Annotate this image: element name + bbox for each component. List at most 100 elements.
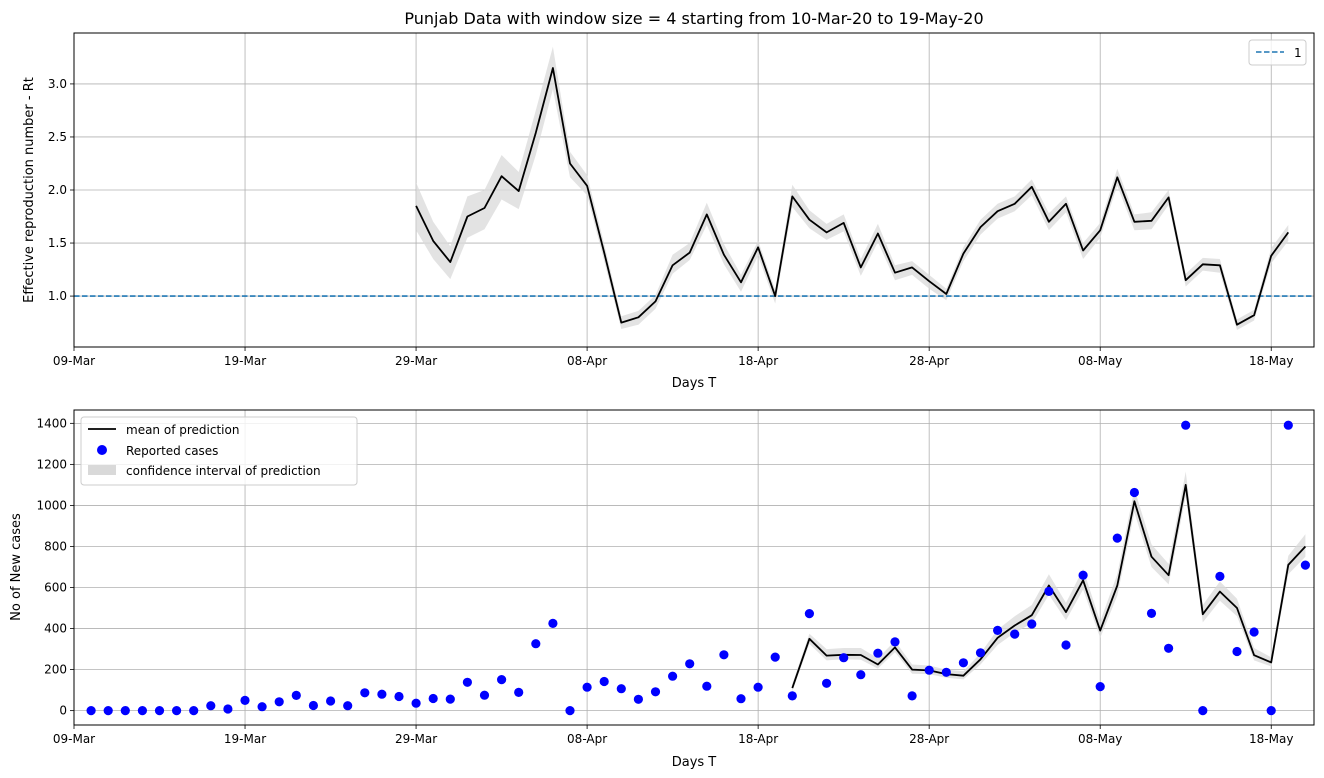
reported-case-point xyxy=(1010,629,1020,639)
reported-case-point xyxy=(839,653,849,663)
reported-case-point xyxy=(668,671,678,681)
x-tick-label: 19-Mar xyxy=(224,354,266,368)
reported-case-point xyxy=(86,706,96,716)
rt-chart-title: Punjab Data with window size = 4 startin… xyxy=(404,9,983,28)
reported-case-point xyxy=(616,684,626,694)
cases-chart-frame xyxy=(73,409,1315,726)
y-tick-label: 400 xyxy=(44,622,67,636)
cases-chart: 09-Mar 19-Mar 29-Mar 08-Apr 18-Apr 28-Apr 08-M… xyxy=(9,409,1315,770)
reported-case-point xyxy=(719,650,729,660)
reported-case-point xyxy=(308,700,318,711)
reported-case-point xyxy=(1044,586,1054,597)
reported-case-point xyxy=(770,652,780,662)
reported-case-point xyxy=(633,694,644,704)
reported-case-point xyxy=(497,675,507,685)
reported-case-point xyxy=(975,648,986,658)
y-tick-label: 2.5 xyxy=(48,130,67,144)
y-tick-label: 1200 xyxy=(36,457,67,471)
reported-case-point xyxy=(685,659,695,669)
reported-case-point xyxy=(993,625,1003,636)
reported-case-point xyxy=(582,682,592,692)
y-tick-label: 800 xyxy=(44,539,67,553)
mean-series-line xyxy=(791,483,1307,689)
reported-case-point xyxy=(394,691,404,702)
reported-case-point xyxy=(650,687,661,697)
reported-case-point xyxy=(804,609,815,619)
legend-ci-swatch xyxy=(88,465,116,475)
y-tick-label: 600 xyxy=(44,581,67,595)
rt-x-ticks: 09-Mar 19-Mar 29-Mar 08-Apr 18-Apr 28-Apr 08-M… xyxy=(53,347,1293,368)
reported-case-point xyxy=(1215,571,1225,582)
y-tick-label: 3.0 xyxy=(48,77,67,91)
cases-x-ticks: 09-Mar 19-Mar 29-Mar 08-Apr 18-Apr 28-Apr 08-M… xyxy=(53,725,1293,746)
reported-cases-points xyxy=(86,420,1310,716)
reported-case-point xyxy=(907,691,917,701)
y-tick-label: 1.0 xyxy=(48,289,67,303)
reported-case-point xyxy=(856,670,866,680)
cases-y-axis-label: No of New cases xyxy=(9,513,24,621)
reported-case-point xyxy=(274,697,284,707)
reported-case-point xyxy=(1112,533,1122,543)
reported-case-point xyxy=(360,688,370,698)
rt-y-ticks: 1.0 1.5 2.0 2.5 3.0 xyxy=(48,77,74,303)
rt-legend-label: 1 xyxy=(1294,46,1302,60)
reported-case-point xyxy=(1146,608,1157,619)
x-tick-label: 18-May xyxy=(1249,354,1293,368)
reported-case-point xyxy=(137,706,147,716)
reported-case-point xyxy=(172,706,182,716)
reported-case-point xyxy=(1129,487,1139,498)
reported-case-point xyxy=(599,676,609,687)
reported-case-point xyxy=(1232,646,1242,657)
reported-case-point xyxy=(291,690,301,701)
reported-case-point xyxy=(223,704,233,714)
reported-case-point xyxy=(787,691,797,701)
reported-case-point xyxy=(736,694,746,704)
reported-case-point xyxy=(531,639,541,649)
reported-case-point xyxy=(873,648,883,658)
reported-case-point xyxy=(1061,640,1071,650)
x-tick-label: 28-Apr xyxy=(909,354,949,368)
reported-case-point xyxy=(1181,420,1191,430)
cases-legend-box xyxy=(80,416,358,486)
rt-legend: 1 xyxy=(1248,39,1307,66)
reported-case-point xyxy=(445,694,455,704)
reported-case-point xyxy=(120,706,130,716)
reported-case-point xyxy=(548,618,558,629)
reported-case-point xyxy=(702,681,712,691)
rt-chart: Punjab Data with window size = 4 startin… xyxy=(22,9,1315,391)
reported-case-point xyxy=(428,693,438,704)
reported-case-point xyxy=(326,696,336,706)
reported-case-point xyxy=(1095,682,1105,692)
rt-x-axis-label: Days T xyxy=(672,376,717,391)
reported-case-point xyxy=(1198,706,1208,716)
reported-case-point xyxy=(206,701,216,711)
mean-series-line xyxy=(415,67,1290,326)
reported-case-point xyxy=(189,706,199,716)
reported-case-point xyxy=(377,689,387,699)
reported-case-point xyxy=(822,678,832,688)
y-tick-label: 2.0 xyxy=(48,183,67,197)
reported-case-point xyxy=(1078,570,1088,580)
rt-y-axis-label: Effective reproduction number - Rt xyxy=(22,77,37,303)
reported-case-point xyxy=(343,701,353,711)
reported-case-point xyxy=(411,698,421,708)
x-tick-label: 18-Apr xyxy=(738,732,778,746)
reported-case-point xyxy=(103,706,113,716)
reported-case-point xyxy=(1283,420,1293,430)
legend-reported-swatch xyxy=(97,445,107,455)
reported-case-point xyxy=(565,706,575,716)
reported-case-point xyxy=(1027,619,1037,629)
cases-x-axis-label: Days T xyxy=(672,755,717,770)
rt-mean-line xyxy=(415,67,1290,326)
cases-y-ticks: 0 200 400 600 800 1000 1200 1400 xyxy=(36,416,74,718)
y-tick-label: 0 xyxy=(59,704,67,718)
reported-case-point xyxy=(1300,560,1310,570)
y-tick-label: 1400 xyxy=(36,416,67,430)
x-tick-label: 29-Mar xyxy=(395,732,437,746)
x-tick-label: 18-Apr xyxy=(738,354,778,368)
reported-case-point xyxy=(753,682,763,692)
x-tick-label: 29-Mar xyxy=(395,354,437,368)
cases-mean-line xyxy=(791,483,1307,689)
